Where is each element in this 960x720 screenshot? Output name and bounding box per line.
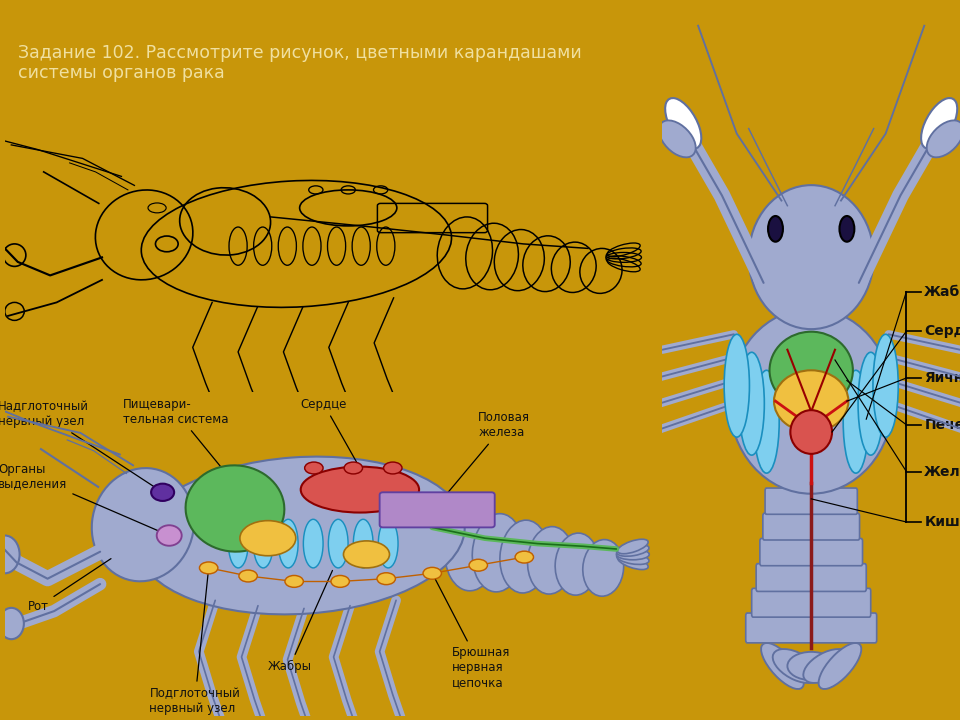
Ellipse shape [761, 643, 804, 689]
Ellipse shape [839, 216, 854, 242]
Ellipse shape [344, 541, 390, 568]
Text: Органы
выделения: Органы выделения [0, 462, 167, 534]
Ellipse shape [617, 555, 648, 570]
Ellipse shape [285, 575, 303, 588]
Ellipse shape [500, 520, 549, 593]
Ellipse shape [151, 484, 174, 501]
Ellipse shape [665, 98, 702, 149]
Text: Пищевари-
тельная система: Пищевари- тельная система [123, 397, 233, 482]
Ellipse shape [617, 539, 648, 554]
Text: Половая
железа: Половая железа [434, 411, 530, 509]
Ellipse shape [768, 216, 783, 242]
Ellipse shape [253, 519, 273, 568]
Ellipse shape [804, 649, 850, 683]
Ellipse shape [926, 120, 960, 158]
FancyBboxPatch shape [765, 488, 857, 514]
Ellipse shape [303, 519, 324, 568]
Ellipse shape [378, 519, 398, 568]
Ellipse shape [185, 465, 284, 552]
Text: Яичник: Яичник [924, 371, 960, 385]
Ellipse shape [353, 519, 373, 568]
Ellipse shape [444, 507, 499, 591]
Ellipse shape [749, 185, 874, 329]
Ellipse shape [659, 120, 696, 158]
Ellipse shape [528, 526, 574, 594]
Ellipse shape [0, 536, 19, 573]
Ellipse shape [773, 649, 819, 683]
FancyBboxPatch shape [379, 492, 494, 527]
Ellipse shape [239, 570, 257, 582]
Ellipse shape [136, 456, 465, 614]
Ellipse shape [516, 552, 534, 563]
Text: Сердце: Сердце [300, 397, 358, 466]
Ellipse shape [616, 544, 649, 557]
Text: Желудок: Желудок [924, 464, 960, 479]
Ellipse shape [300, 467, 420, 513]
Ellipse shape [377, 573, 396, 585]
Ellipse shape [0, 608, 24, 639]
Ellipse shape [843, 370, 869, 473]
Ellipse shape [228, 519, 248, 568]
FancyBboxPatch shape [746, 613, 876, 643]
Ellipse shape [873, 334, 899, 437]
Ellipse shape [754, 370, 780, 473]
FancyBboxPatch shape [752, 588, 871, 617]
Text: Брюшная
нервная
цепочка: Брюшная нервная цепочка [434, 576, 511, 689]
Text: Жабры: Жабры [268, 570, 332, 672]
Ellipse shape [616, 549, 649, 560]
Text: Подглоточный
нервный узел: Подглоточный нервный узел [150, 571, 240, 715]
Ellipse shape [328, 519, 348, 568]
Ellipse shape [770, 332, 852, 409]
Ellipse shape [304, 462, 324, 474]
FancyBboxPatch shape [760, 539, 862, 566]
Ellipse shape [240, 521, 296, 556]
Ellipse shape [616, 552, 649, 564]
Text: Сердце: Сердце [924, 324, 960, 338]
Text: Надглоточный
нервный узел: Надглоточный нервный узел [0, 400, 160, 491]
Ellipse shape [858, 352, 883, 455]
FancyBboxPatch shape [763, 513, 859, 540]
Ellipse shape [472, 513, 524, 592]
Text: Задание 102. Рассмотрите рисунок, цветными карандашами
системы органов рака: Задание 102. Рассмотрите рисунок, цветны… [18, 44, 582, 82]
Ellipse shape [384, 462, 402, 474]
Ellipse shape [921, 98, 957, 149]
Ellipse shape [423, 567, 442, 579]
Ellipse shape [739, 352, 764, 455]
FancyBboxPatch shape [756, 564, 866, 591]
Ellipse shape [555, 533, 599, 595]
Text: Печень: Печень [924, 418, 960, 432]
Ellipse shape [724, 334, 750, 437]
Ellipse shape [583, 539, 624, 596]
Ellipse shape [92, 468, 194, 581]
Ellipse shape [790, 410, 832, 454]
Ellipse shape [200, 562, 218, 574]
Ellipse shape [774, 370, 849, 432]
Ellipse shape [819, 643, 861, 689]
Text: Жабры: Жабры [924, 284, 960, 299]
Ellipse shape [730, 309, 893, 494]
Text: Кишка: Кишка [924, 515, 960, 529]
Ellipse shape [787, 652, 835, 680]
Ellipse shape [469, 559, 488, 571]
Text: Рот: Рот [28, 559, 111, 613]
Ellipse shape [344, 462, 363, 474]
Ellipse shape [156, 526, 181, 546]
Ellipse shape [278, 519, 299, 568]
Ellipse shape [331, 575, 349, 588]
